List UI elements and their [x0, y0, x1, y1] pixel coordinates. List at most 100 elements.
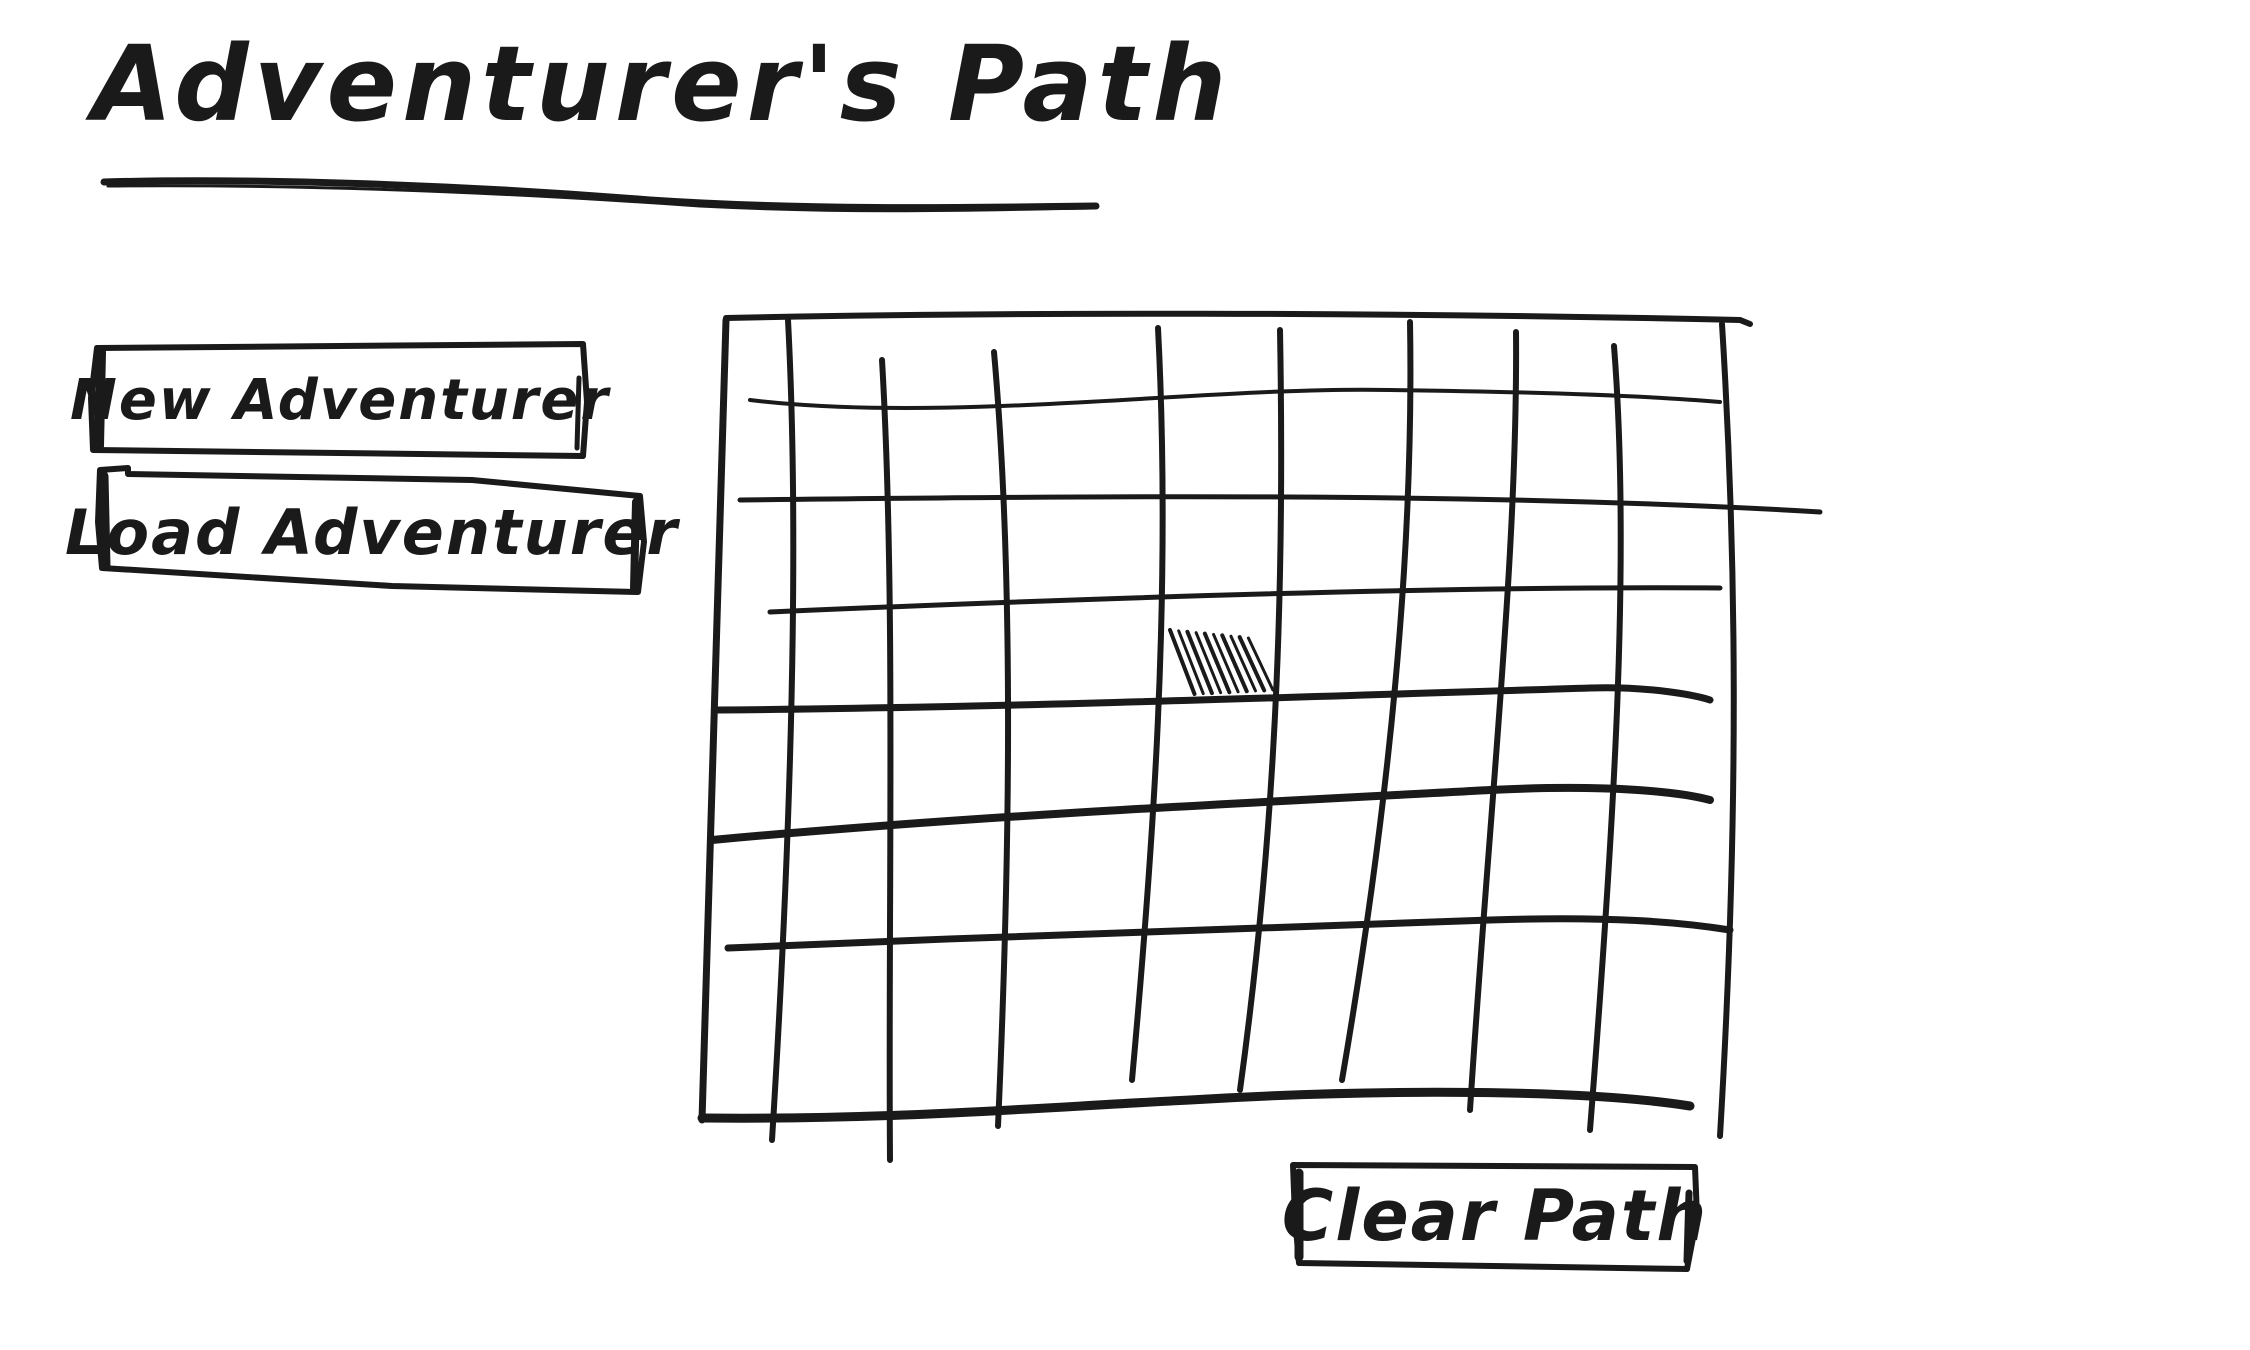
grid-cell-r6-c7[interactable]	[1520, 944, 1610, 1108]
grid-cell-r1-c6[interactable]	[1414, 404, 1512, 496]
grid-cell-r1-c1[interactable]	[792, 404, 878, 496]
grid-cell-r3-c1[interactable]	[792, 610, 878, 700]
grid-cells[interactable]	[730, 322, 1718, 1108]
grid-cell-r0-c5[interactable]	[1284, 322, 1406, 396]
hatch-stroke	[1237, 635, 1267, 693]
grid-cell-r2-c1[interactable]	[792, 504, 878, 602]
grid-cell-r5-c4[interactable]	[1162, 824, 1276, 936]
path-marks	[1168, 628, 1275, 696]
grid-line-h6	[724, 915, 1734, 952]
grid-cell-r1-c4[interactable]	[1162, 404, 1276, 496]
grid-cell-r6-c3[interactable]	[998, 944, 1154, 1108]
grid-cell-r1-c3[interactable]	[998, 404, 1154, 496]
load-adventurer-button-label: Load Adventurer	[65, 495, 679, 569]
hatch-stroke	[1202, 631, 1232, 695]
grid-line-h4	[714, 684, 1714, 714]
grid-cell-r6-c2[interactable]	[886, 944, 990, 1108]
grid-cell-r4-c7[interactable]	[1520, 708, 1610, 816]
grid-cell-r0-c1[interactable]	[792, 322, 878, 396]
grid-cell-r5-c8[interactable]	[1618, 824, 1718, 936]
load-adventurer-button[interactable]: Load Adventurer	[65, 462, 679, 602]
grid-cell-r4-c3[interactable]	[998, 708, 1154, 816]
hatch-stroke	[1168, 628, 1197, 696]
grid-line-h2	[737, 494, 1823, 515]
grid-cell-r6-c1[interactable]	[792, 944, 878, 1108]
grid-cell-r2-c6[interactable]	[1414, 504, 1512, 602]
grid-cell-r4-c1[interactable]	[792, 708, 878, 816]
grid-cell-r4-c6[interactable]	[1414, 708, 1512, 816]
grid-cell-r5-c0[interactable]	[730, 824, 784, 936]
hatch-stroke	[1229, 634, 1257, 693]
grid-cell-r5-c3[interactable]	[998, 824, 1154, 936]
grid-cell-r5-c1[interactable]	[792, 824, 878, 936]
title-underline	[100, 177, 1100, 213]
grid-cell-r5-c7[interactable]	[1520, 824, 1610, 936]
grid-cell-r0-c2[interactable]	[886, 322, 990, 396]
grid-cell-r2-c3[interactable]	[998, 504, 1154, 602]
grid-cell-r2-c5[interactable]	[1284, 504, 1406, 602]
grid-cell-r2-c4[interactable]	[1162, 504, 1276, 602]
path-grid[interactable]	[690, 300, 1850, 1180]
grid-cell-r0-c0[interactable]	[730, 322, 784, 396]
grid-cell-r0-c8[interactable]	[1618, 322, 1718, 396]
grid-cell-r3-c8[interactable]	[1618, 610, 1718, 700]
grid-line-v4	[1129, 325, 1166, 1083]
grid-border-bottom	[697, 1087, 1695, 1123]
grid-cell-r4-c4[interactable]	[1162, 708, 1276, 816]
new-adventurer-button-frame	[88, 341, 590, 459]
clear-path-button-label: Clear Path	[1281, 1175, 1709, 1257]
grid-cell-r4-c8[interactable]	[1618, 708, 1718, 816]
grid-cell-r6-c4[interactable]	[1162, 944, 1276, 1108]
hatch-stroke	[1220, 633, 1249, 694]
clear-path-button[interactable]: Clear Path	[1281, 1157, 1709, 1275]
grid-cell-r0-c3[interactable]	[998, 322, 1154, 396]
new-adventurer-button-label: New Adventurer	[70, 367, 610, 433]
grid-line-v7	[1467, 329, 1520, 1113]
grid-cell-r1-c8[interactable]	[1618, 404, 1718, 496]
grid-cell-r3-c2[interactable]	[886, 610, 990, 700]
grid-cell-r2-c0[interactable]	[730, 504, 784, 602]
grid-cell-r4-c0[interactable]	[730, 708, 784, 816]
new-adventurer-button[interactable]: New Adventurer	[70, 338, 610, 462]
hatch-stroke	[1177, 629, 1205, 696]
grid-line-v5	[1237, 327, 1285, 1093]
path-mark-hatch	[1168, 628, 1275, 696]
grid-cell-r3-c5[interactable]	[1284, 610, 1406, 700]
grid-cell-r1-c2[interactable]	[886, 404, 990, 496]
grid-cell-r0-c4[interactable]	[1162, 322, 1276, 396]
grid-cell-r3-c0[interactable]	[730, 610, 784, 700]
grid-cell-r3-c3[interactable]	[998, 610, 1154, 700]
grid-cell-r6-c8[interactable]	[1618, 944, 1718, 1108]
grid-cell-r2-c7[interactable]	[1520, 504, 1610, 602]
hatch-stroke	[1185, 629, 1214, 696]
grid-line-v2	[879, 357, 894, 1163]
grid-cell-r1-c0[interactable]	[730, 404, 784, 496]
hatch-stroke	[1194, 631, 1223, 695]
grid-cell-r1-c5[interactable]	[1284, 404, 1406, 496]
hatch-stroke	[1212, 632, 1240, 694]
grid-cell-r4-c5[interactable]	[1284, 708, 1406, 816]
grid-cell-r5-c6[interactable]	[1414, 824, 1512, 936]
grid-cell-r2-c8[interactable]	[1618, 504, 1718, 602]
grid-cell-r3-c7[interactable]	[1520, 610, 1610, 700]
grid-cell-r0-c7[interactable]	[1520, 322, 1610, 396]
page-title: Adventurer's Path	[92, 23, 1232, 145]
load-adventurer-button-frame	[95, 465, 647, 595]
grid-line-v3	[991, 349, 1012, 1129]
grid-cell-r5-c2[interactable]	[886, 824, 990, 936]
grid-cell-r4-c2[interactable]	[886, 708, 990, 816]
grid-line-h5	[708, 783, 1714, 844]
grid-line-h3	[767, 585, 1723, 615]
grid-border-right	[1717, 321, 1737, 1139]
grid-cell-r5-c5[interactable]	[1284, 824, 1406, 936]
grid-cell-r6-c6[interactable]	[1414, 944, 1512, 1108]
grid-cell-r0-c6[interactable]	[1414, 322, 1512, 396]
grid-line-h1	[748, 387, 1722, 410]
grid-cell-r6-c5[interactable]	[1284, 944, 1406, 1108]
grid-cell-r6-c0[interactable]	[730, 944, 784, 1108]
grid-cell-r3-c6[interactable]	[1414, 610, 1512, 700]
grid-cell-r2-c2[interactable]	[886, 504, 990, 602]
grid-border-left	[698, 316, 730, 1124]
grid-cell-r1-c7[interactable]	[1520, 404, 1610, 496]
hatch-stroke	[1246, 636, 1275, 692]
